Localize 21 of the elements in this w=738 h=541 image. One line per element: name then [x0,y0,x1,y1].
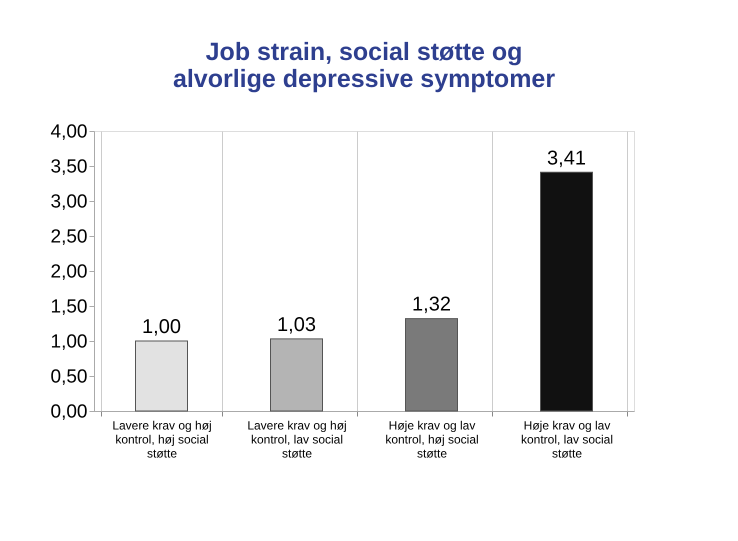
y-tick-label: 1,00 [50,332,88,352]
y-tick-label: 2,50 [50,226,88,248]
y-tick-label: 1,50 [50,296,88,318]
bar [135,340,188,412]
y-tick-label: 0,50 [50,366,88,388]
data-label: 1,32 [412,294,451,316]
y-tick-label: 2,00 [50,262,88,282]
y-tick-label: 4,00 [50,122,88,142]
data-label: 1,00 [142,316,181,338]
x-tick-label: Høje krav og lav kontrol, lav social støtte [520,418,614,460]
chart-title: Job strain, social støtte og alvorlige depressive symptomer [172,38,556,93]
y-tick-label: 3,50 [50,156,88,178]
bar [405,318,458,412]
data-label: 1,03 [277,314,316,336]
y-tick-label: 0,00 [50,402,88,422]
x-tick-label: Lavere krav og høj kontrol, høj social støtte [112,418,212,460]
y-tick-label: 3,00 [50,192,88,212]
bar [540,172,593,412]
data-label: 3,41 [547,147,586,170]
x-tick-label: Høje krav og lav kontrol, høj social støtte [385,418,479,460]
x-tick-label: Lavere krav og høj kontrol, lav social støtte [247,418,347,460]
